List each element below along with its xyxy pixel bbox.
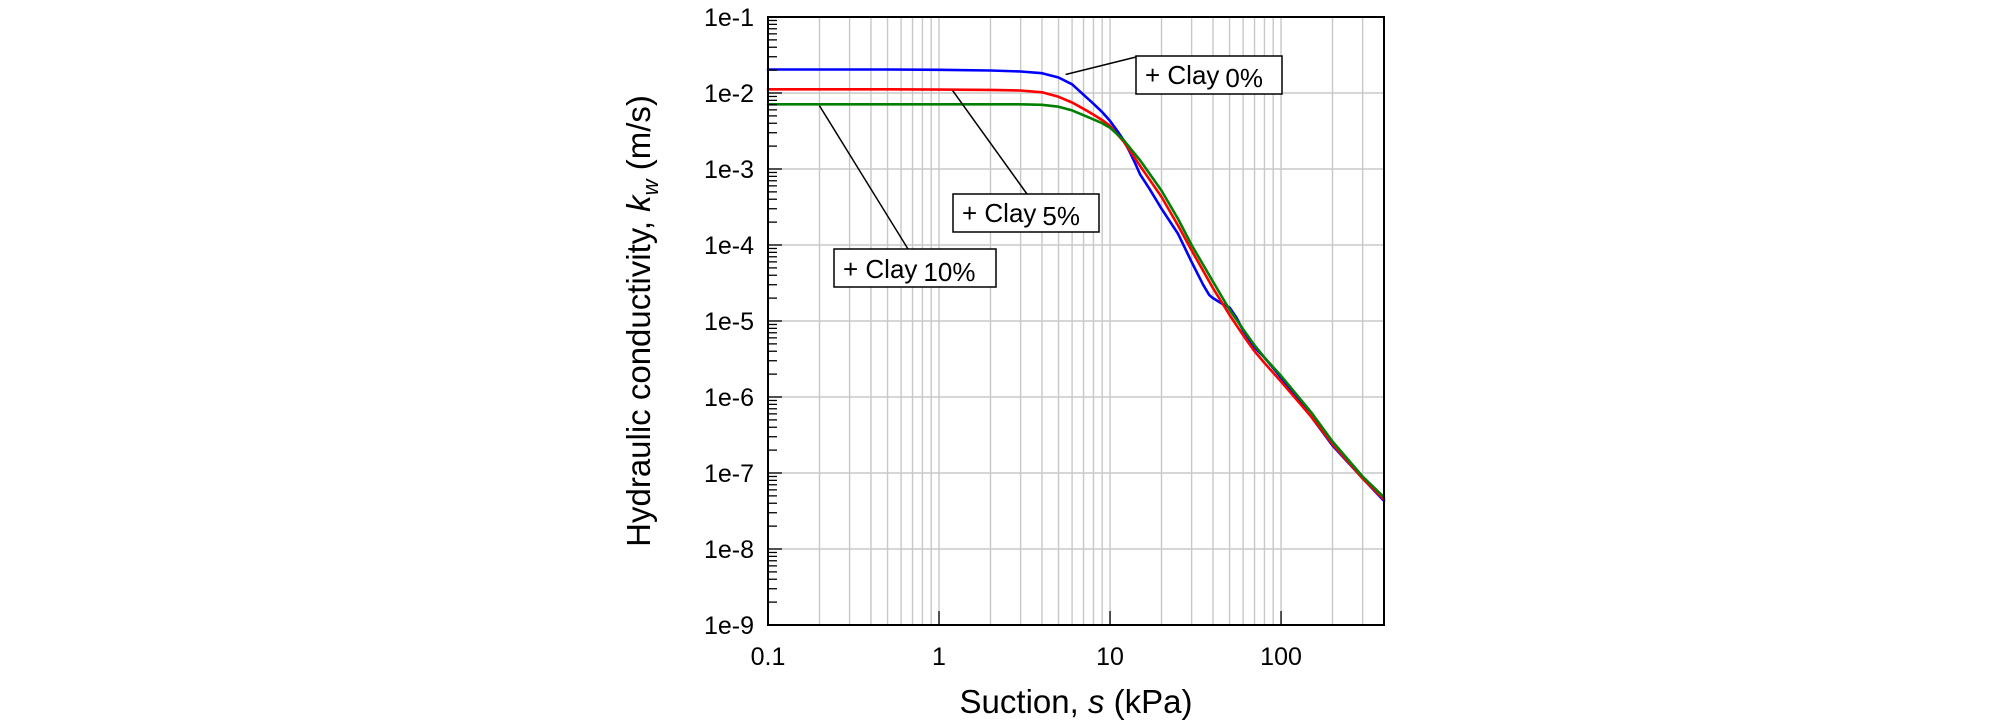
plot-series <box>766 68 1386 503</box>
y-tick-label: 1e-3 <box>704 156 754 184</box>
leader-line <box>818 105 909 250</box>
y-tick-label: 1e-9 <box>704 612 754 640</box>
minor-ticks <box>767 19 1282 626</box>
series-line-clay-10 <box>766 103 1386 499</box>
y-tick-label: 1e-8 <box>704 536 754 564</box>
x-tick-label: 100 <box>1260 643 1302 671</box>
series-line-clay-5 <box>766 88 1386 501</box>
leader-line <box>951 90 1028 195</box>
y-tick-label: 1e-4 <box>704 232 754 260</box>
y-tick-label: 1e-6 <box>704 384 754 412</box>
callout-label: + Clay 10% <box>843 254 975 287</box>
leader-line <box>1065 56 1137 76</box>
grid <box>768 17 1384 625</box>
y-tick-label: 1e-5 <box>704 308 754 336</box>
callout-box <box>1135 55 1283 95</box>
x-tick-label: 1 <box>932 643 946 671</box>
callout-label: + Clay 5% <box>962 198 1080 231</box>
y-tick-label: 1e-7 <box>704 460 754 488</box>
y-axis-title: Hydraulic conductivity, kw (m/s) <box>620 95 663 547</box>
callout-box <box>952 193 1100 233</box>
callout-box <box>833 248 997 288</box>
y-tick-label: 1e-2 <box>704 80 754 108</box>
x-tick-labels: 0.1 1 10 100 <box>751 643 1302 671</box>
y-tick-labels: 1e-1 1e-2 1e-3 1e-4 1e-5 1e-6 1e-7 1e-8 … <box>704 4 754 640</box>
callout-label: + Clay 0% <box>1145 60 1263 93</box>
y-tick-label: 1e-1 <box>704 4 754 32</box>
x-tick-label: 0.1 <box>751 643 786 671</box>
annotation-clay-5: + Clay 5% <box>951 90 1100 233</box>
annotation-clay-0: + Clay 0% <box>1065 55 1283 95</box>
x-axis-title: Suction, s (kPa) <box>960 683 1193 720</box>
x-tick-label: 10 <box>1096 643 1124 671</box>
annotation-clay-10: + Clay 10% <box>818 105 997 288</box>
